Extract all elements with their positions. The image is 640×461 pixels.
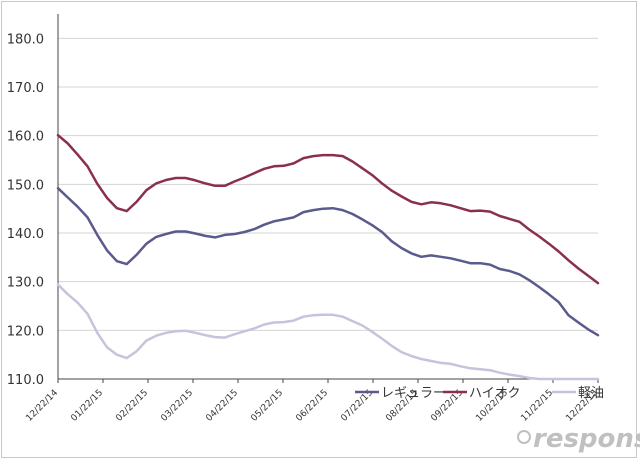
x-tick-label: 07/22/15 [339,388,375,424]
y-tick-label: 140.0 [7,227,44,242]
response-watermark: response. [517,424,640,454]
x-tick-label: 11/22/15 [519,388,555,424]
y-axis: 110.0 120.0 130.0 140.0 150.0 160.0 170.0 180.0 [7,14,59,388]
watermark-text: response. [533,424,640,454]
x-tick-label: 03/22/15 [159,388,195,424]
x-tick-label: 04/22/15 [204,388,240,424]
y-tick-label: 160.0 [7,130,44,145]
series-lines [56,133,600,381]
series-line-1 [56,186,600,337]
y-tick-label: 170.0 [7,81,44,96]
y-tick-label: 120.0 [7,324,44,339]
legend-label: 軽油 [578,386,604,401]
series-line-2 [56,133,600,285]
y-tick-label: 110.0 [7,373,44,388]
watermark-logo-icon [517,430,531,444]
legend-label: ハイオク [469,386,520,401]
series-line-3 [56,283,600,381]
legend: レギュラー ハイオク 軽油 [355,386,604,401]
x-tick-label: 01/22/15 [69,388,105,424]
y-tick-label: 180.0 [7,32,44,47]
legend-label: レギュラー [381,386,446,401]
x-tick-label: 05/22/15 [249,388,285,424]
x-tick-label: 02/22/15 [114,388,150,424]
y-tick-label: 150.0 [7,178,44,193]
x-tick-label: 06/22/15 [294,388,330,424]
x-tick-label: 12/22/14 [24,388,60,424]
y-tick-label: 130.0 [7,276,44,291]
